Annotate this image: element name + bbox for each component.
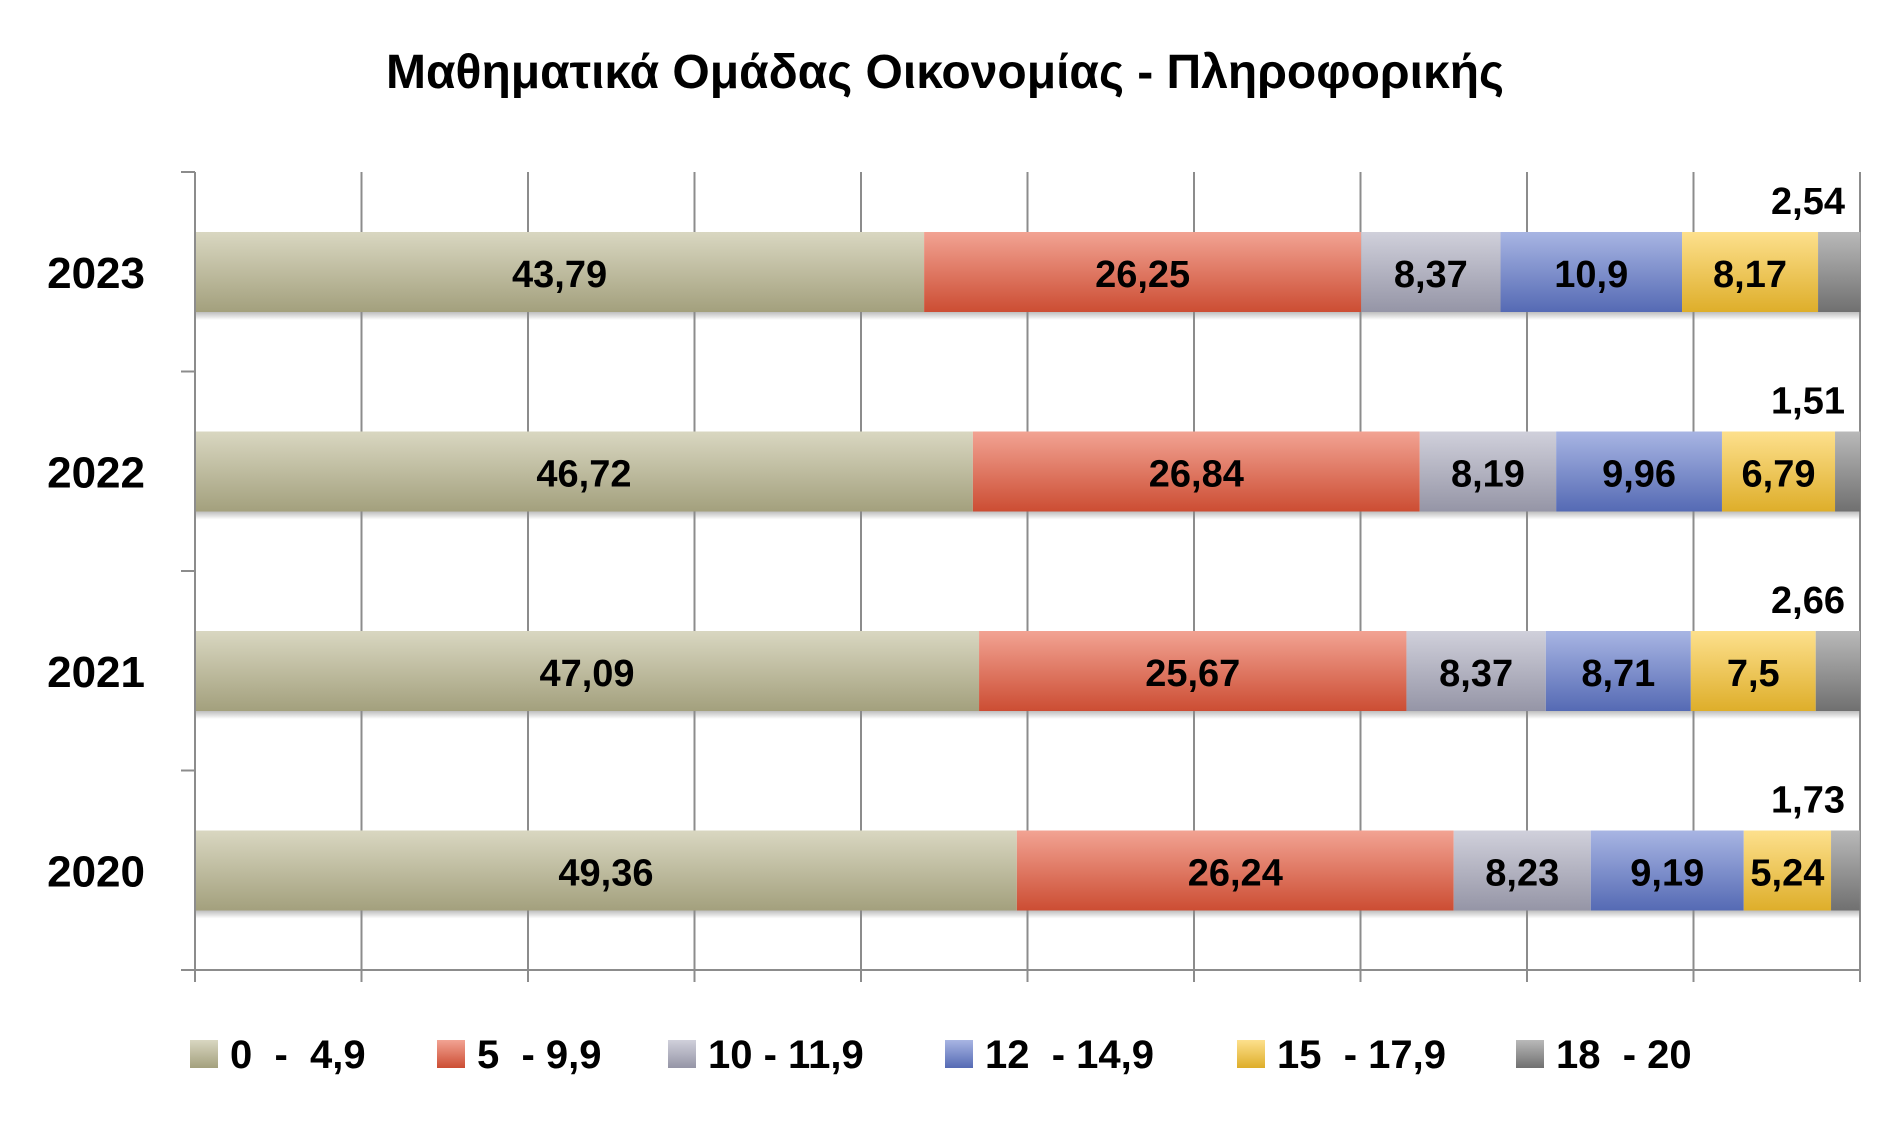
legend-swatch-3 <box>945 1040 973 1068</box>
data-label-2022-series-2: 8,19 <box>1451 454 1525 496</box>
legend-swatch-1 <box>437 1040 465 1068</box>
bar-2021-series-3 <box>1545 631 1691 711</box>
bars <box>195 232 1861 919</box>
data-label-2021-series-1: 25,67 <box>1145 653 1240 695</box>
legend-swatch-2 <box>668 1040 696 1068</box>
data-label-2021-series-5: 2,66 <box>1771 580 1845 622</box>
data-label-2021-series-0: 47,09 <box>539 653 634 695</box>
data-label-2021-series-3: 8,71 <box>1581 653 1655 695</box>
bar-2020-series-5 <box>1831 830 1860 911</box>
data-label-2022-series-3: 9,96 <box>1602 454 1676 496</box>
legend-label-5: 18 - 20 <box>1556 1033 1692 1077</box>
data-label-2023-series-1: 26,25 <box>1095 254 1190 296</box>
bar-shadow <box>195 711 1860 719</box>
y-tick-label-2020: 2020 <box>47 848 145 897</box>
bar-2020-series-2 <box>1453 830 1591 911</box>
data-label-2022-series-1: 26,84 <box>1149 454 1244 496</box>
legend-label-0: 0 - 4,9 <box>230 1033 366 1077</box>
data-label-2020-series-3: 9,19 <box>1630 853 1704 895</box>
bar-2022-series-4 <box>1721 431 1836 512</box>
data-label-2021-series-4: 7,5 <box>1727 653 1780 695</box>
bar-2023-series-4 <box>1682 232 1819 312</box>
bar-2022-series-0 <box>195 431 973 512</box>
data-label-2020-series-2: 8,23 <box>1485 853 1559 895</box>
legend-label-2: 10 - 11,9 <box>708 1033 864 1077</box>
bar-shadow <box>195 910 1860 919</box>
data-label-2020-series-5: 1,73 <box>1771 780 1845 822</box>
y-tick-label-2021: 2021 <box>47 648 145 697</box>
bar-2021-series-0 <box>195 631 980 711</box>
legend-swatch-5 <box>1516 1040 1544 1068</box>
bar-2022-series-3 <box>1556 431 1722 512</box>
data-label-2023-series-0: 43,79 <box>512 254 607 296</box>
data-label-2023-series-5: 2,54 <box>1771 181 1845 223</box>
data-label-2022-series-0: 46,72 <box>536 454 631 496</box>
bar-2020-series-3 <box>1590 830 1744 911</box>
bar-2021-series-5 <box>1815 631 1860 711</box>
bar-2023-series-3 <box>1500 232 1683 312</box>
bar-2022-series-1 <box>972 431 1420 512</box>
y-tick-label-2023: 2023 <box>47 249 145 298</box>
data-label-2023-series-3: 10,9 <box>1554 254 1628 296</box>
bar-2023-series-5 <box>1818 232 1861 312</box>
bar-2023-series-0 <box>195 232 925 312</box>
chart-title: Μαθηματικά Ομάδας Οικονομίας - Πληροφορι… <box>386 46 1504 99</box>
data-label-2020-series-1: 26,24 <box>1188 853 1283 895</box>
legend-swatch-4 <box>1237 1040 1265 1068</box>
bar-2021-series-2 <box>1406 631 1546 711</box>
data-labels: 2023 43,79 26,25 8,37 10,9 8,17 2,54 2022 46,72 2… <box>47 181 1845 897</box>
legend-label-3: 12 - 14,9 <box>985 1033 1154 1077</box>
bar-2020-series-1 <box>1016 830 1454 911</box>
bar-shadow <box>195 511 1860 520</box>
data-label-2022-series-5: 1,51 <box>1771 381 1845 423</box>
bar-2023-series-2 <box>1361 232 1501 312</box>
bar-shadow <box>195 312 1860 320</box>
bar-2021-series-1 <box>979 631 1407 711</box>
bar-2022-series-2 <box>1419 431 1557 512</box>
bar-2020-series-0 <box>195 830 1017 911</box>
bar-2020-series-4 <box>1743 830 1832 911</box>
data-label-2020-series-4: 5,24 <box>1750 853 1824 895</box>
data-label-2023-series-2: 8,37 <box>1394 254 1468 296</box>
axes <box>181 171 1861 982</box>
bar-2022-series-5 <box>1835 431 1861 512</box>
bar-2021-series-4 <box>1690 631 1816 711</box>
data-label-2021-series-2: 8,37 <box>1439 653 1513 695</box>
legend-label-1: 5 - 9,9 <box>477 1033 602 1077</box>
data-label-2023-series-4: 8,17 <box>1713 254 1787 296</box>
bar-2023-series-1 <box>924 232 1362 312</box>
legend: 0 - 4,9 5 - 9,9 10 - 11,9 12 - 14,9 15 - 17,… <box>190 1033 1692 1077</box>
data-label-2022-series-4: 6,79 <box>1742 454 1816 496</box>
legend-swatch-0 <box>190 1040 218 1068</box>
data-label-2020-series-0: 49,36 <box>558 853 653 895</box>
y-tick-label-2022: 2022 <box>47 449 145 498</box>
legend-label-4: 15 - 17,9 <box>1277 1033 1446 1077</box>
